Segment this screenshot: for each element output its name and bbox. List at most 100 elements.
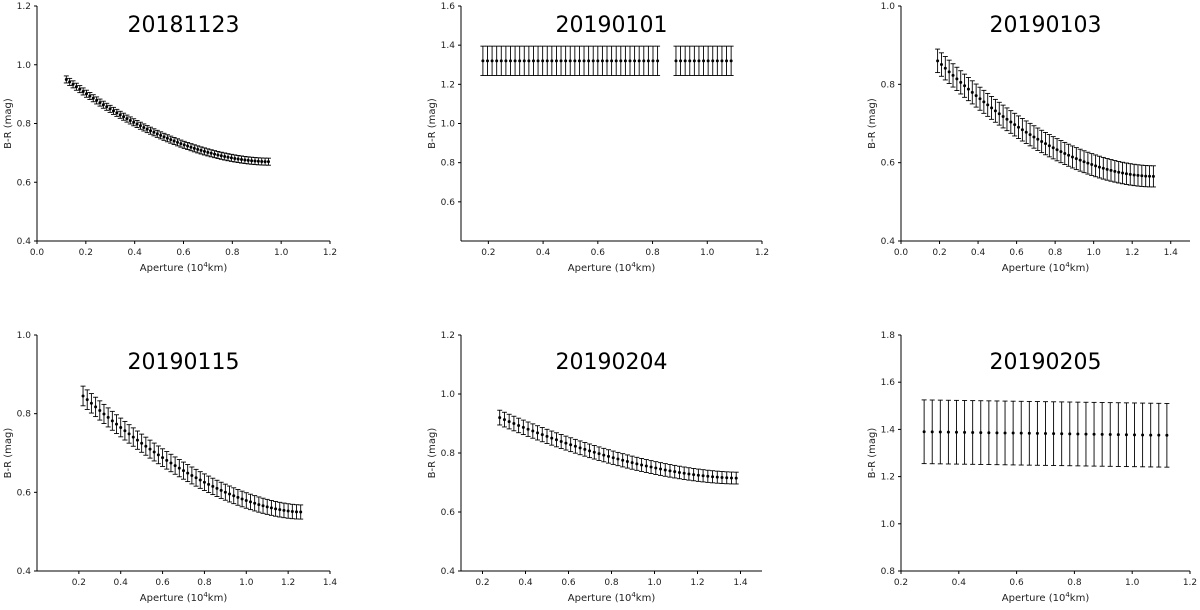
data-point xyxy=(1093,154,1099,178)
data-point xyxy=(733,471,739,485)
marker xyxy=(213,152,217,156)
marker xyxy=(979,431,983,435)
marker xyxy=(1055,148,1059,152)
data-point xyxy=(691,467,697,482)
data-point xyxy=(1132,402,1138,468)
data-point xyxy=(155,445,161,465)
data-point xyxy=(516,417,522,434)
marker xyxy=(135,122,139,126)
marker xyxy=(1036,137,1040,141)
marker xyxy=(261,504,265,508)
data-point xyxy=(1148,402,1154,468)
marker xyxy=(128,118,132,122)
y-tick-label: 1.0 xyxy=(17,331,32,341)
marker xyxy=(644,464,648,468)
marker xyxy=(1019,431,1023,435)
data-point xyxy=(247,493,253,511)
x-tick-label: 0.2 xyxy=(79,248,93,258)
marker xyxy=(1047,144,1051,148)
marker xyxy=(526,427,530,431)
data-point xyxy=(151,442,157,462)
marker xyxy=(108,107,112,111)
data-point xyxy=(1026,400,1032,466)
data-point xyxy=(954,66,960,91)
marker xyxy=(172,139,176,143)
marker xyxy=(194,476,198,480)
data-point xyxy=(1123,402,1129,468)
data-point xyxy=(164,134,170,143)
y-tick-label: 1.2 xyxy=(441,331,455,341)
data-point xyxy=(227,485,233,503)
marker xyxy=(138,124,142,128)
marker xyxy=(522,59,526,63)
marker xyxy=(922,430,926,434)
data-point xyxy=(681,466,687,480)
data-point xyxy=(728,45,734,76)
marker xyxy=(1140,174,1144,178)
x-axis-label: Aperture (104km) xyxy=(140,591,228,604)
data-point xyxy=(80,87,86,96)
data-point xyxy=(218,151,224,160)
marker xyxy=(78,87,82,91)
data-point xyxy=(188,143,194,152)
marker xyxy=(536,59,540,63)
x-tick-label: 0.6 xyxy=(155,578,170,588)
data-point xyxy=(540,45,546,76)
marker xyxy=(243,158,247,162)
data-point xyxy=(232,154,238,163)
data-point xyxy=(118,417,124,438)
data-point xyxy=(958,70,964,95)
marker xyxy=(115,422,119,426)
marker xyxy=(729,59,733,63)
marker xyxy=(550,59,554,63)
marker xyxy=(554,438,558,442)
y-tick-label: 0.8 xyxy=(881,80,896,90)
marker xyxy=(123,429,127,433)
marker xyxy=(182,143,186,147)
marker xyxy=(995,431,999,435)
marker xyxy=(1044,142,1047,146)
marker xyxy=(1084,432,1088,436)
panel-1: 20190101 0.2 0.4 0.6 0.8 1.0 1.2 0.6 0.8 1.0 1.2 1.… xyxy=(427,2,769,274)
x-axis-label: Aperture (104km) xyxy=(140,261,228,274)
marker xyxy=(936,59,940,63)
data-point xyxy=(973,83,979,108)
marker xyxy=(697,59,701,63)
data-point xyxy=(1135,164,1141,187)
data-point xyxy=(148,126,154,135)
marker xyxy=(1157,433,1161,437)
data-point xyxy=(673,45,679,76)
data-point xyxy=(109,410,115,431)
data-point xyxy=(601,447,607,463)
marker xyxy=(966,87,970,91)
marker xyxy=(132,120,136,124)
marker xyxy=(282,508,286,512)
marker xyxy=(951,73,955,77)
data-point xyxy=(1115,402,1121,467)
y-tick-label: 0.4 xyxy=(881,237,896,247)
marker xyxy=(1035,431,1039,435)
data-point xyxy=(710,45,716,76)
data-point xyxy=(613,45,619,76)
marker xyxy=(1133,433,1137,437)
x-tick-label: 0.0 xyxy=(894,248,909,258)
data-point xyxy=(719,45,725,76)
data-point xyxy=(526,45,532,76)
data-point xyxy=(1073,147,1079,171)
data-point xyxy=(215,151,221,159)
marker xyxy=(102,412,106,416)
y-tick-label: 0.8 xyxy=(17,120,32,130)
data-point xyxy=(521,45,527,76)
data-point xyxy=(264,498,270,515)
data-point xyxy=(151,128,157,137)
data-point xyxy=(193,468,199,487)
data-point xyxy=(294,504,300,520)
marker xyxy=(81,89,85,93)
data-point xyxy=(1023,120,1029,144)
data-point xyxy=(222,152,228,161)
marker xyxy=(588,449,592,453)
y-tick-label: 0.6 xyxy=(17,488,32,498)
data-point xyxy=(130,427,136,447)
data-point xyxy=(191,144,197,153)
